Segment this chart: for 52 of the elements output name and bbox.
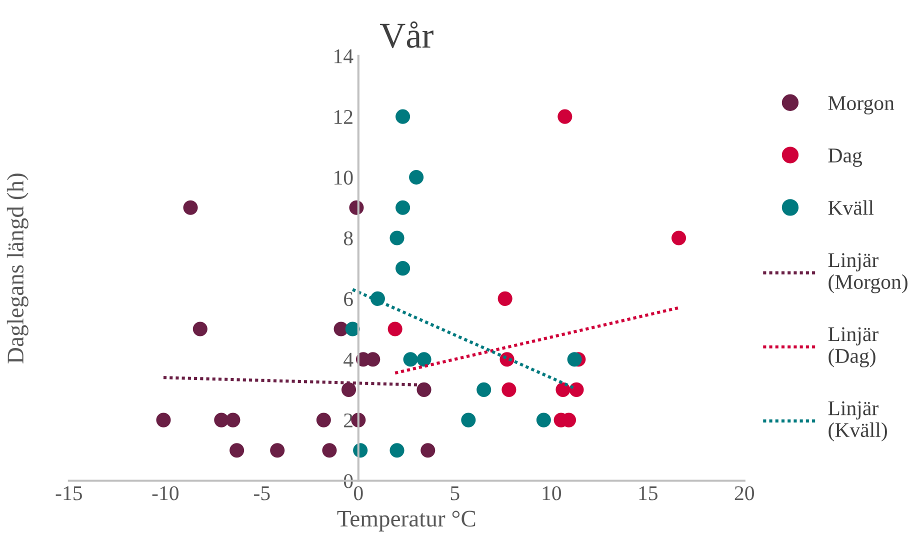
x-tick-label: -15 [56, 486, 82, 500]
point [322, 443, 337, 458]
point [230, 443, 244, 458]
y-tick-label: 10 [334, 170, 353, 185]
legend-label: Linjär (Dag) [828, 327, 878, 368]
point [569, 382, 584, 397]
chart-title: Vår [380, 21, 434, 48]
point [502, 382, 516, 397]
x-tick-label: 10 [542, 486, 562, 500]
point [316, 412, 331, 428]
y-tick-label: 12 [334, 110, 352, 124]
point [567, 352, 582, 367]
point [461, 412, 476, 428]
legend-label: Morgon [828, 96, 894, 114]
legend-label: Dag [828, 148, 862, 167]
legend-label: Kväll [828, 200, 874, 215]
x-tick-label: -10 [152, 486, 179, 500]
y-tick-label: 8 [344, 231, 353, 246]
point [396, 109, 410, 124]
point [390, 443, 404, 458]
y-tick-label: 4 [344, 352, 354, 367]
point [390, 230, 404, 246]
x-tick-label: 15 [639, 486, 658, 500]
point [388, 322, 402, 336]
point [409, 170, 424, 185]
legend-label: Linjär (Kväll) [828, 401, 887, 442]
point [671, 230, 686, 246]
point [341, 382, 356, 397]
legend-label: Linjär (Morgon) [828, 253, 908, 294]
x-tick-label: 20 [734, 486, 754, 500]
point [270, 443, 285, 458]
point [420, 443, 436, 458]
y-tick-label: 14 [334, 49, 354, 64]
y-tick-label: 6 [344, 292, 353, 306]
point [476, 382, 492, 397]
point [156, 412, 171, 428]
point [536, 412, 551, 428]
y-axis-title: Daglegans längd (h) [6, 174, 28, 364]
point [558, 109, 572, 124]
point [416, 352, 432, 367]
x-tick-label: 0 [354, 486, 363, 500]
x-tick-label: -5 [254, 486, 270, 500]
point [498, 291, 512, 306]
point [192, 322, 208, 336]
point [556, 382, 570, 397]
x-tick-label: 5 [450, 486, 460, 500]
point [226, 412, 240, 428]
point [183, 200, 198, 215]
point [396, 261, 410, 276]
x-axis-title: Temperatur °C [337, 510, 476, 532]
point [403, 352, 418, 367]
point [396, 200, 410, 215]
